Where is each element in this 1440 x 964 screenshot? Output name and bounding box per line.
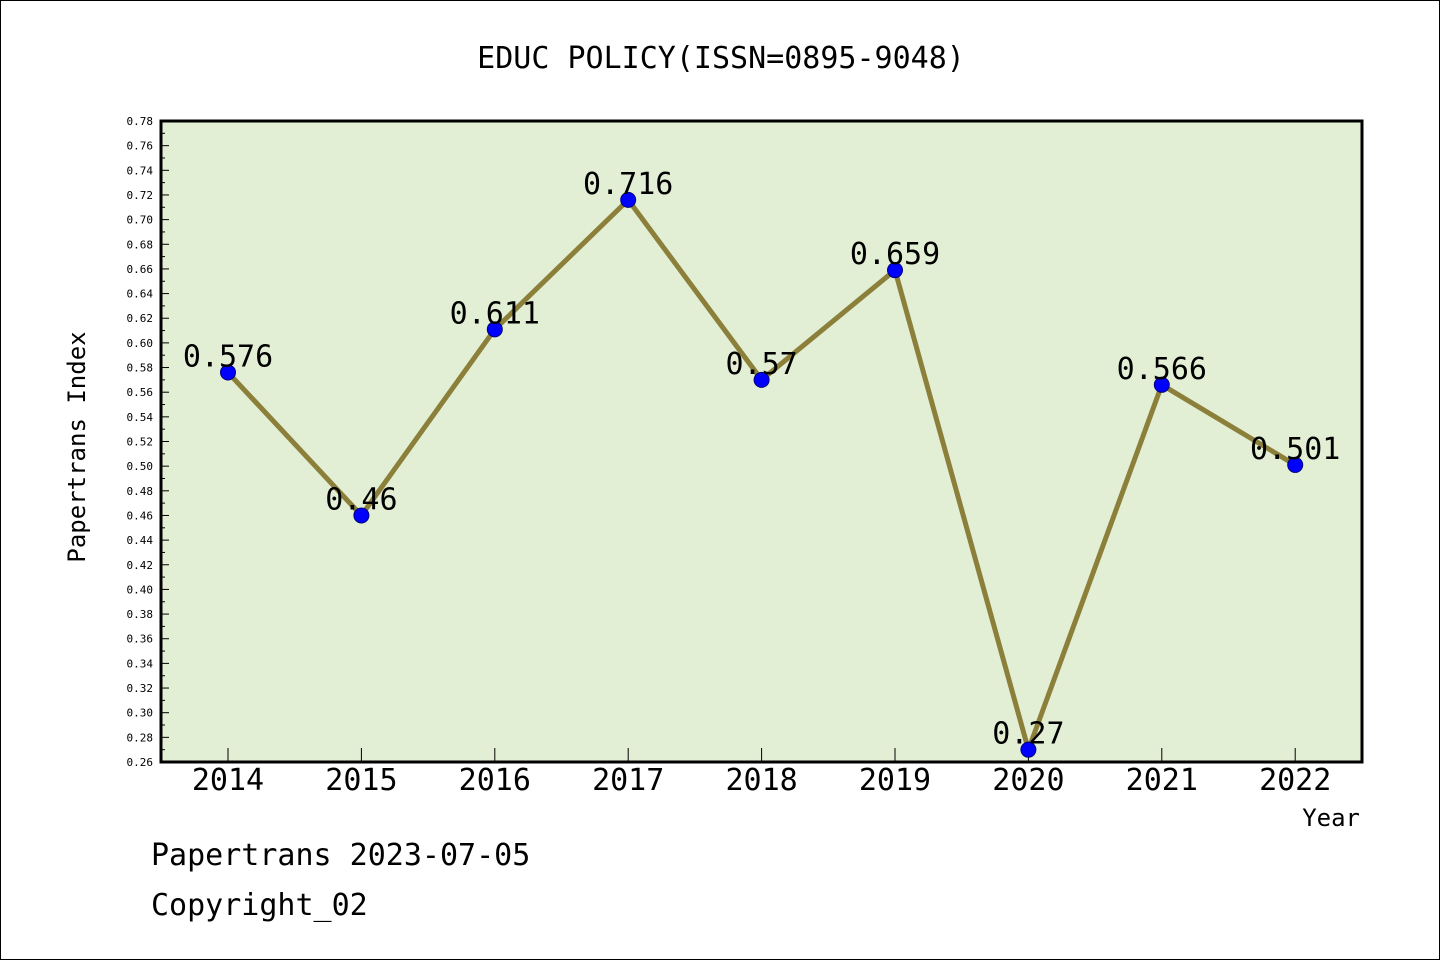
data-labels-group: 0.576 0.46 0.611 0.716 0.57 0.659 0.27 0.566 0.5… xyxy=(183,167,1341,752)
data-label: 0.46 xyxy=(325,482,397,517)
y-tick-label: 0.54 xyxy=(127,411,154,424)
y-tick-label: 0.68 xyxy=(127,238,154,251)
chart-title: EDUC POLICY(ISSN=0895-9048) xyxy=(477,41,965,76)
plot-area xyxy=(159,119,1364,764)
y-tick-label: 0.44 xyxy=(127,534,154,547)
footer-copyright: Copyright_02 xyxy=(151,888,368,923)
y-tick-label: 0.74 xyxy=(127,164,154,177)
y-tick-label: 0.26 xyxy=(127,756,154,769)
data-point xyxy=(1020,741,1037,758)
data-label: 0.716 xyxy=(583,167,673,202)
x-tick-label: 2016 xyxy=(459,763,531,798)
y-axis-label: Papertrans Index xyxy=(63,331,91,562)
data-label: 0.501 xyxy=(1250,432,1340,467)
x-tick-label: 2022 xyxy=(1259,763,1331,798)
data-point xyxy=(1287,456,1304,473)
y-tick-label: 0.28 xyxy=(127,731,154,744)
data-label: 0.611 xyxy=(450,296,540,331)
y-tick-label: 0.38 xyxy=(127,608,154,621)
y-tick-label: 0.56 xyxy=(127,386,154,399)
y-tick-label: 0.30 xyxy=(127,707,154,720)
data-point xyxy=(753,371,770,388)
y-tick-label: 0.46 xyxy=(127,509,154,522)
y-tick-label: 0.72 xyxy=(127,189,154,202)
x-tick-label: 2018 xyxy=(725,763,797,798)
x-tick-label: 2020 xyxy=(992,763,1064,798)
y-tick-label: 0.36 xyxy=(127,633,154,646)
y-axis-ticks: 0.26 0.28 0.30 0.32 0.34 0.36 0.38 0.40 0.42 0.44… xyxy=(127,115,169,769)
y-tick-label: 0.48 xyxy=(127,485,154,498)
data-point xyxy=(887,262,903,279)
y-tick-label: 0.34 xyxy=(127,657,154,670)
data-label: 0.566 xyxy=(1117,352,1207,387)
data-point xyxy=(220,364,236,381)
x-tick-label: 2015 xyxy=(325,763,397,798)
series-line-group xyxy=(220,191,1304,758)
y-tick-label: 0.70 xyxy=(127,214,154,227)
x-tick-label: 2021 xyxy=(1126,763,1198,798)
y-tick-label: 0.58 xyxy=(127,362,154,375)
data-label: 0.659 xyxy=(850,237,940,272)
data-point xyxy=(620,191,637,208)
y-tick-label: 0.66 xyxy=(127,263,154,276)
y-tick-label: 0.42 xyxy=(127,559,154,572)
footer-date: Papertrans 2023-07-05 xyxy=(151,838,530,873)
y-tick-label: 0.78 xyxy=(127,115,154,128)
data-label: 0.27 xyxy=(992,717,1064,752)
y-tick-label: 0.52 xyxy=(127,436,154,449)
data-point xyxy=(353,507,370,524)
data-label: 0.57 xyxy=(725,347,797,382)
x-tick-label: 2014 xyxy=(192,763,264,798)
y-tick-label: 0.40 xyxy=(127,583,154,596)
data-point xyxy=(486,321,503,338)
data-point xyxy=(1153,376,1170,393)
data-label: 0.576 xyxy=(183,339,273,374)
y-tick-label: 0.32 xyxy=(127,682,154,695)
x-tick-label: 2019 xyxy=(859,763,931,798)
y-tick-label: 0.64 xyxy=(127,288,154,301)
x-axis-label: Year xyxy=(1302,804,1360,832)
x-axis-ticks: 2014 2015 2016 2017 2018 2019 2020 2021 2022 xyxy=(192,748,1331,798)
y-tick-label: 0.62 xyxy=(127,312,154,325)
x-tick-label: 2017 xyxy=(592,763,664,798)
y-tick-label: 0.50 xyxy=(127,460,154,473)
y-tick-label: 0.60 xyxy=(127,337,154,350)
y-tick-label: 0.76 xyxy=(127,140,154,153)
